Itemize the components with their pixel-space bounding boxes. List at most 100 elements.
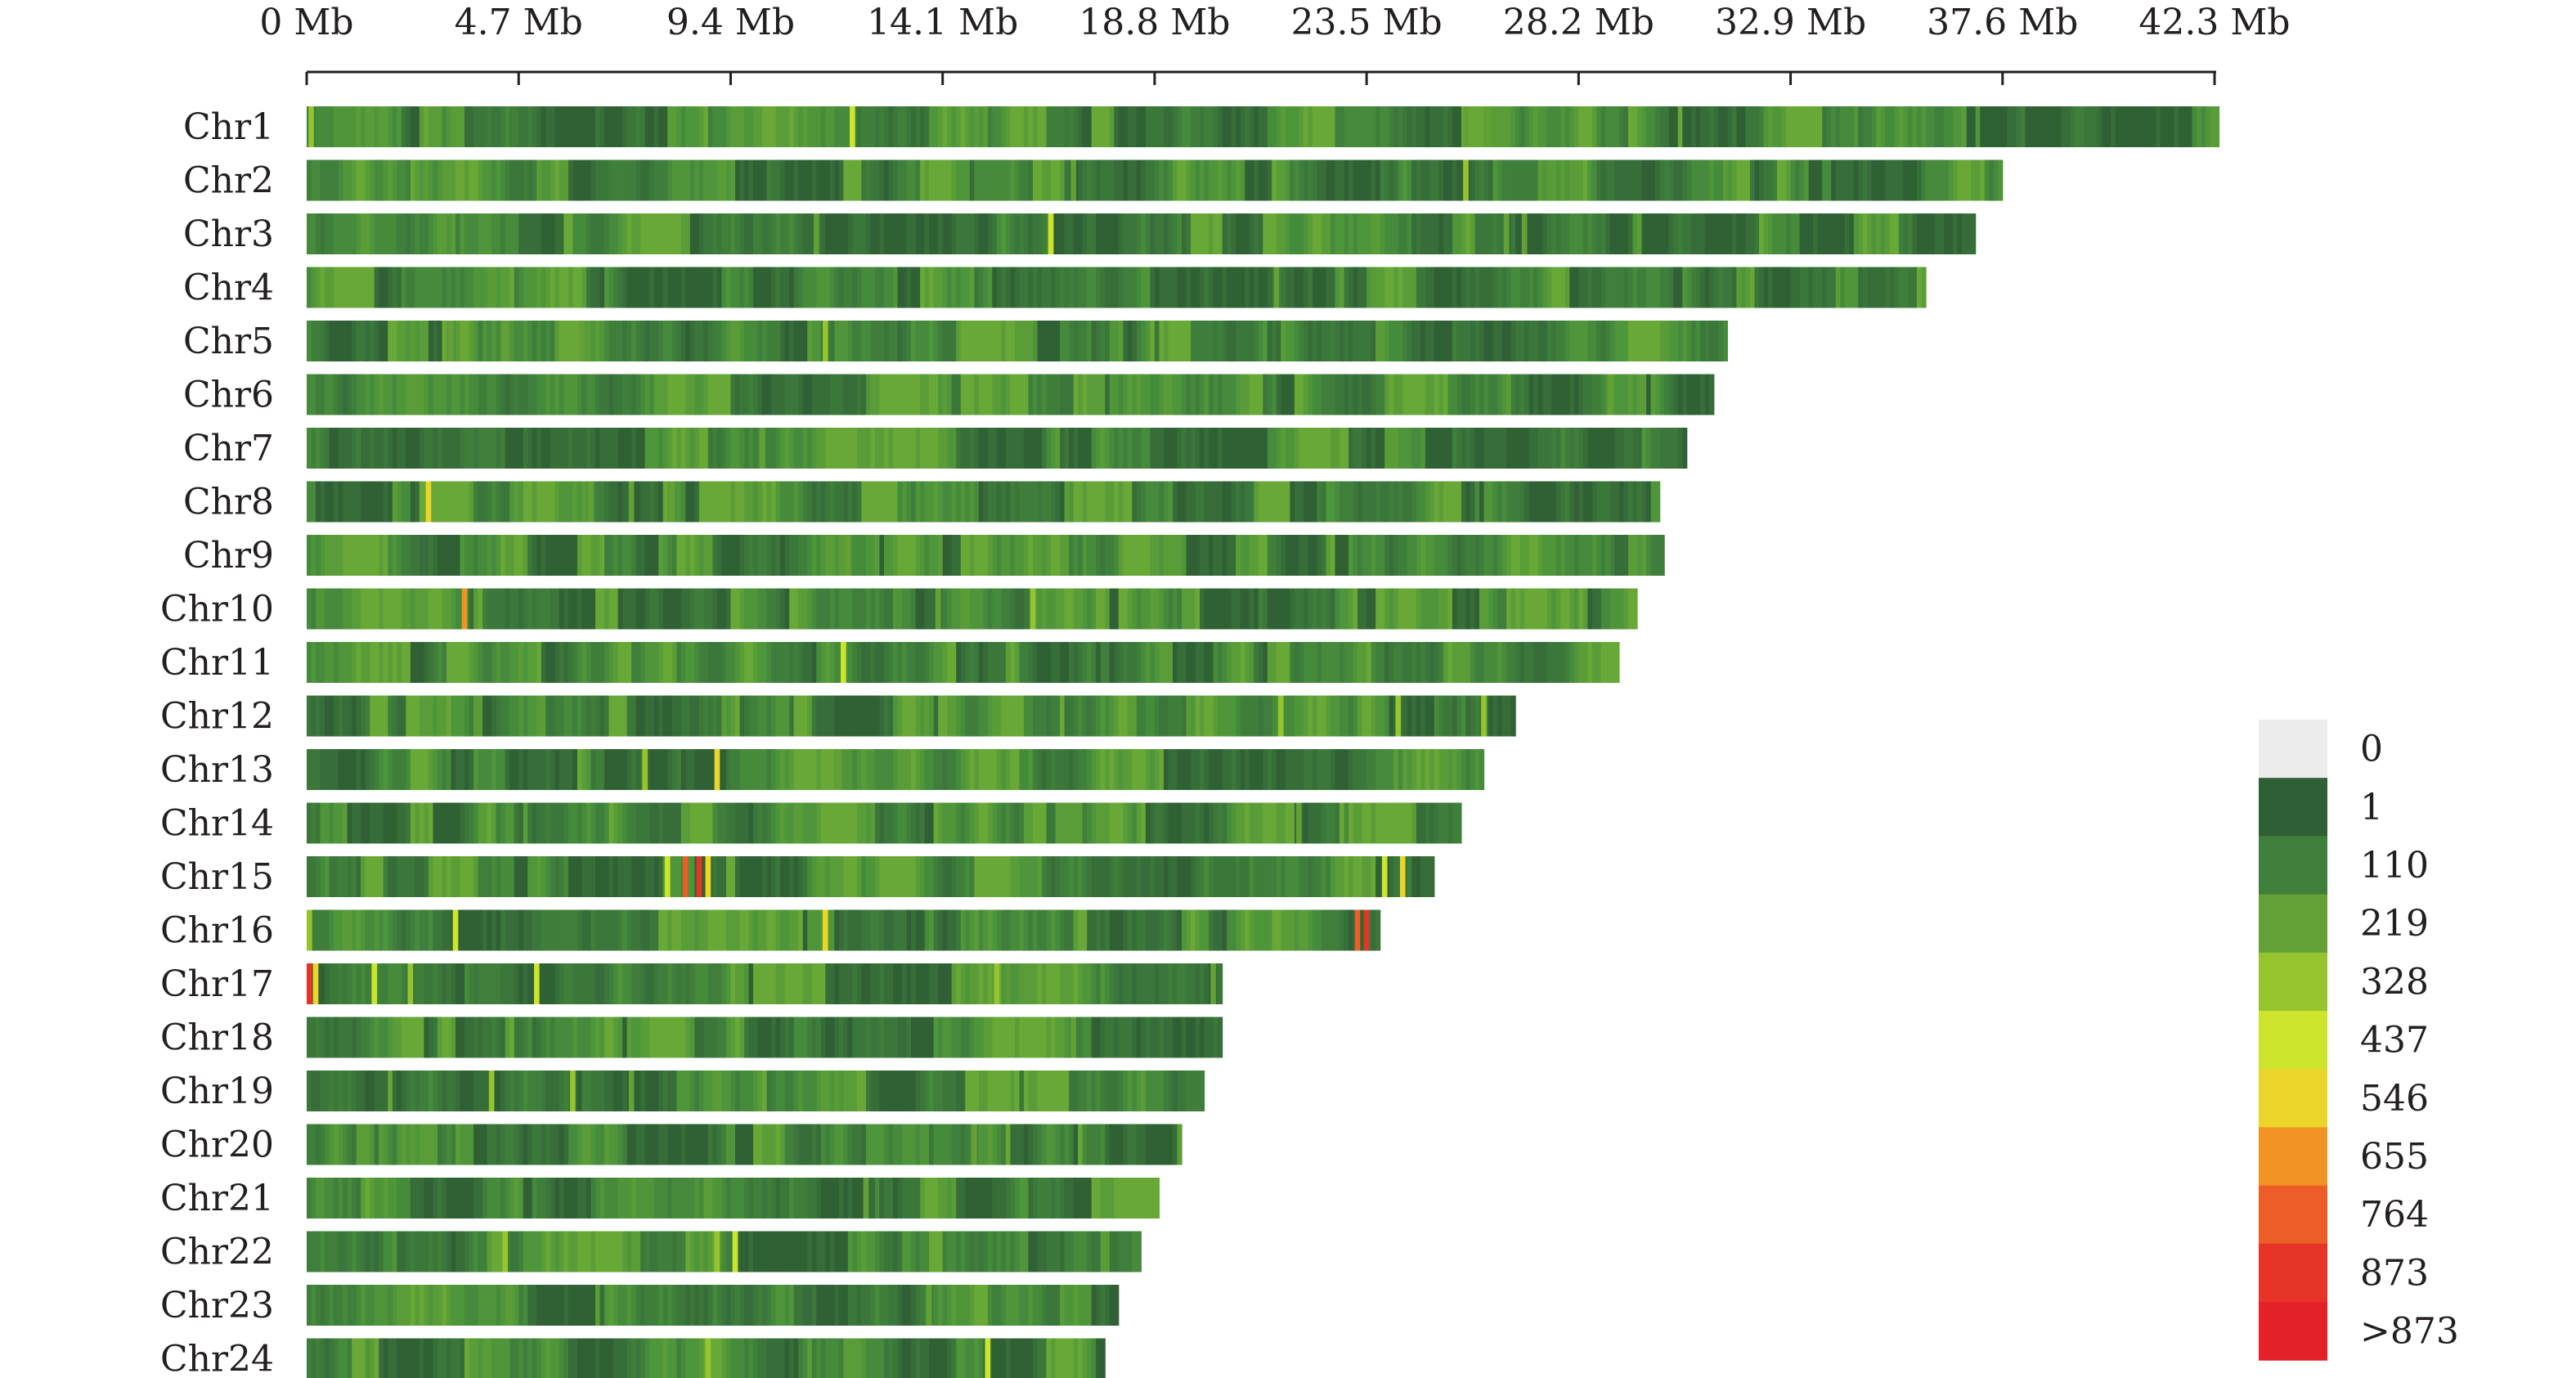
density-bin	[1452, 321, 1458, 361]
density-bin	[388, 749, 393, 790]
density-bin	[933, 481, 939, 523]
density-bin	[766, 159, 772, 201]
density-bin	[383, 267, 388, 308]
density-bin	[1046, 374, 1052, 415]
density-bin	[347, 374, 352, 415]
density-bin	[1641, 267, 1647, 308]
density-bin	[1673, 267, 1679, 308]
density-bin	[1330, 267, 1336, 308]
density-bin	[1528, 159, 1534, 201]
density-bin	[780, 106, 786, 147]
density-bin	[694, 535, 700, 576]
density-bin	[1100, 749, 1106, 790]
density-bin	[689, 481, 695, 523]
density-bin	[617, 802, 623, 844]
density-bin	[1290, 428, 1295, 469]
density-bin	[581, 159, 587, 201]
density-bin	[743, 481, 750, 523]
density-bin	[379, 213, 384, 254]
density-bin	[730, 588, 736, 630]
density-bin	[739, 106, 745, 147]
density-bin	[798, 535, 804, 576]
density-bin	[563, 749, 569, 790]
density-bin	[1154, 106, 1160, 147]
density-bin	[1871, 267, 1877, 308]
density-bin	[1340, 428, 1345, 469]
density-bin	[1569, 106, 1575, 147]
density-bin	[1249, 856, 1254, 897]
density-bin	[789, 428, 795, 469]
density-bin	[1380, 267, 1385, 308]
density-bin	[1060, 909, 1066, 951]
density-bin	[1474, 159, 1480, 201]
density-bin	[1023, 642, 1030, 683]
density-bin	[442, 588, 447, 630]
density-bin	[933, 856, 939, 897]
density-bin	[1587, 428, 1593, 469]
density-bin	[460, 106, 465, 147]
density-bin	[874, 802, 881, 844]
hotspot-bin	[759, 428, 765, 469]
density-bin	[536, 428, 542, 469]
density-bin	[1461, 428, 1467, 469]
density-bin	[1127, 535, 1133, 576]
density-bin	[1479, 213, 1485, 254]
density-bin	[983, 267, 989, 308]
density-bin	[1060, 802, 1066, 844]
density-bin	[725, 588, 732, 630]
density-bin	[1582, 159, 1588, 201]
density-bin	[536, 481, 542, 523]
density-bin	[631, 321, 637, 361]
density-bin	[1285, 856, 1290, 897]
density-bin	[951, 159, 957, 201]
density-bin	[338, 481, 343, 523]
density-bin	[1209, 374, 1214, 415]
density-bin	[410, 695, 415, 737]
density-bin	[1209, 267, 1214, 308]
density-bin	[1150, 856, 1156, 897]
density-bin	[487, 802, 492, 844]
density-bin	[1132, 159, 1138, 201]
density-bin	[1524, 642, 1530, 683]
density-bin	[2088, 106, 2094, 147]
density-bin	[879, 802, 885, 844]
density-bin	[739, 535, 745, 576]
density-bin	[1376, 267, 1381, 308]
density-bin	[1573, 374, 1579, 415]
density-bin	[1483, 642, 1489, 683]
density-bin	[1456, 535, 1462, 576]
density-bin	[712, 321, 718, 361]
density-bin	[1159, 695, 1165, 737]
density-bin	[883, 159, 890, 201]
density-bin	[1281, 802, 1286, 844]
density-bin	[532, 267, 537, 308]
density-bin	[1154, 802, 1160, 844]
density-bin	[464, 856, 470, 897]
density-bin	[590, 374, 596, 415]
density-bin	[1222, 321, 1227, 361]
density-bin	[743, 213, 750, 254]
density-bin	[500, 267, 506, 308]
density-bin	[1537, 428, 1543, 469]
density-bin	[1330, 856, 1336, 897]
density-bin	[622, 374, 628, 415]
density-bin	[1163, 802, 1169, 844]
density-bin	[1813, 159, 1819, 201]
density-bin	[478, 267, 483, 308]
density-bin	[604, 588, 610, 630]
density-bin	[685, 481, 691, 523]
density-bin	[987, 695, 993, 737]
density-bin	[424, 535, 429, 576]
density-bin	[1596, 374, 1602, 415]
density-bin	[1299, 481, 1304, 523]
density-bin	[834, 909, 840, 951]
density-bin	[1240, 321, 1245, 361]
density-bin	[902, 909, 908, 951]
density-bin	[1447, 535, 1453, 576]
density-bin	[1691, 267, 1697, 308]
density-bin	[541, 856, 546, 897]
density-bin	[947, 856, 953, 897]
density-bin	[1519, 481, 1525, 523]
density-bin	[320, 321, 325, 361]
density-bin	[960, 909, 966, 951]
